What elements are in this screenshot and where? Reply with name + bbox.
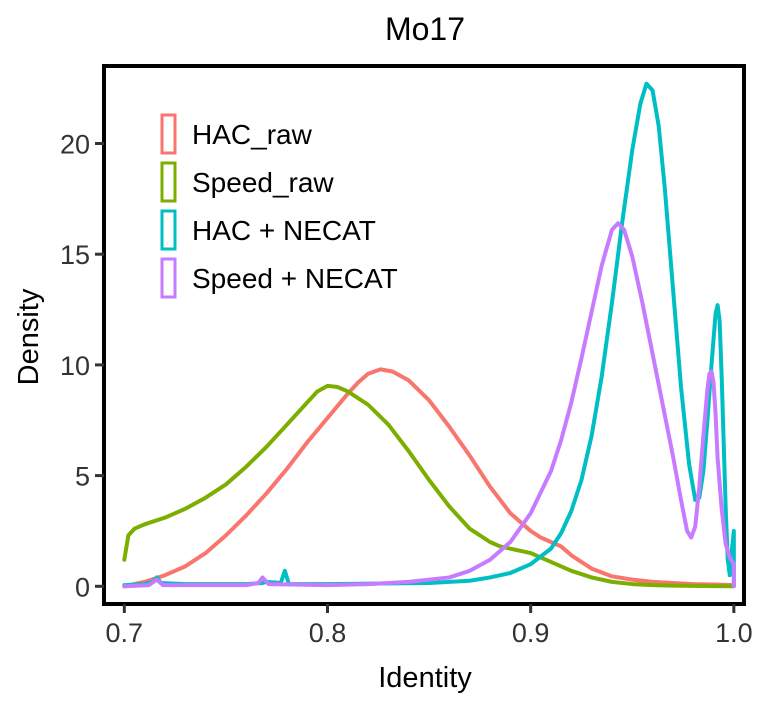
- legend-key: [160, 209, 177, 251]
- legend-item: Speed + NECAT: [160, 257, 398, 299]
- chart-title: Mo17: [385, 11, 465, 47]
- legend-item: HAC_raw: [160, 113, 313, 155]
- legend-key: [160, 161, 177, 203]
- legend-item: Speed_raw: [160, 161, 334, 203]
- y-tick-label: 20: [60, 129, 90, 159]
- legend: HAC_raw Speed_raw HAC + NECAT Speed + NECAT: [160, 113, 398, 299]
- x-tick-label: 1.0: [715, 618, 753, 648]
- x-tick-label: 0.9: [512, 618, 550, 648]
- legend-label: Speed_raw: [192, 167, 334, 198]
- series-layer: [122, 81, 736, 589]
- legend-label: HAC + NECAT: [192, 215, 376, 246]
- y-axis-title: Density: [13, 288, 45, 385]
- series-line-0: [122, 367, 736, 589]
- legend-item: HAC + NECAT: [160, 209, 376, 251]
- x-tick-label: 0.7: [106, 618, 144, 648]
- plot-panel-border: [102, 64, 746, 606]
- y-tick-label: 10: [60, 351, 90, 381]
- y-tick-label: 5: [75, 462, 90, 492]
- y-tick-label: 15: [60, 240, 90, 270]
- series-line-3: [122, 221, 736, 589]
- x-tick-label: 0.8: [309, 618, 347, 648]
- x-axis-title: Identity: [378, 662, 472, 694]
- x-axis: 0.7 0.8 0.9 1.0: [106, 604, 753, 648]
- legend-key: [160, 113, 177, 155]
- y-axis: 0 5 10 15 20: [60, 129, 104, 602]
- legend-key: [160, 257, 177, 299]
- y-tick-label: 0: [75, 572, 90, 602]
- legend-label: HAC_raw: [192, 119, 313, 150]
- series-line-1: [122, 383, 736, 589]
- legend-label: Speed + NECAT: [192, 263, 398, 294]
